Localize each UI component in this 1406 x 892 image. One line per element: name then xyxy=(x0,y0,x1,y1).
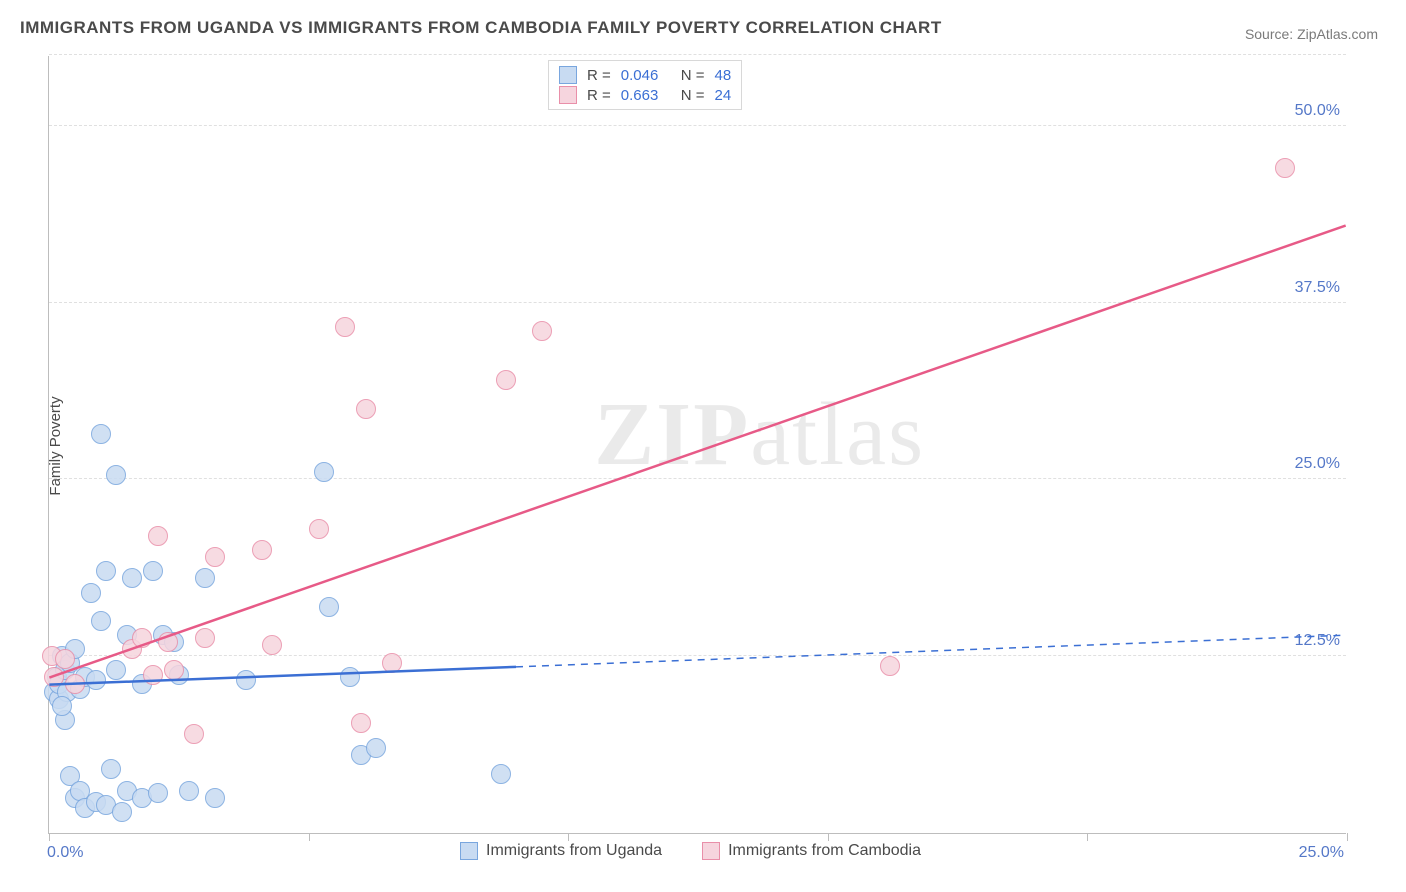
legend-item: Immigrants from Uganda xyxy=(460,842,662,860)
legend-label: Immigrants from Cambodia xyxy=(728,842,921,860)
data-point xyxy=(184,724,204,744)
data-point xyxy=(52,696,72,716)
legend-label: Immigrants from Uganda xyxy=(486,842,662,860)
x-tick xyxy=(1087,833,1088,841)
legend-item: Immigrants from Cambodia xyxy=(702,842,921,860)
data-point xyxy=(382,653,402,673)
scatter-plot-area: ZIPatlas R = 0.046 N = 48 R = 0.663 N = 24 12.5… xyxy=(48,56,1346,834)
legend-swatch xyxy=(460,842,478,860)
r-label: R = xyxy=(587,87,611,104)
n-value: 24 xyxy=(715,87,732,104)
data-point xyxy=(195,568,215,588)
x-tick-label: 25.0% xyxy=(1299,844,1344,862)
y-tick-label: 12.5% xyxy=(1295,632,1340,650)
gridline xyxy=(49,54,1346,55)
n-label: N = xyxy=(681,87,705,104)
data-point xyxy=(132,628,152,648)
n-label: N = xyxy=(681,67,705,84)
data-point xyxy=(252,540,272,560)
y-tick-label: 50.0% xyxy=(1295,102,1340,120)
data-point xyxy=(44,667,64,687)
series-legend: Immigrants from Uganda Immigrants from Ca… xyxy=(460,842,921,860)
gridline xyxy=(49,655,1346,656)
data-point xyxy=(309,519,329,539)
legend-swatch xyxy=(702,842,720,860)
data-point xyxy=(91,424,111,444)
gridline xyxy=(49,302,1346,303)
data-point xyxy=(96,561,116,581)
data-point xyxy=(366,738,386,758)
data-point xyxy=(496,370,516,390)
data-point xyxy=(143,561,163,581)
data-point xyxy=(335,317,355,337)
data-point xyxy=(148,526,168,546)
data-point xyxy=(195,628,215,648)
x-tick-label: 0.0% xyxy=(47,844,83,862)
n-value: 48 xyxy=(715,67,732,84)
trend-line xyxy=(49,226,1345,678)
data-point xyxy=(236,670,256,690)
gridline xyxy=(49,125,1346,126)
r-value: 0.046 xyxy=(621,67,671,84)
data-point xyxy=(86,670,106,690)
x-tick xyxy=(828,833,829,841)
data-point xyxy=(91,611,111,631)
data-point xyxy=(81,583,101,603)
data-point xyxy=(65,674,85,694)
legend-swatch xyxy=(559,86,577,104)
data-point xyxy=(55,649,75,669)
legend-row: R = 0.663 N = 24 xyxy=(559,85,731,105)
trend-lines-layer xyxy=(49,56,1346,833)
data-point xyxy=(314,462,334,482)
data-point xyxy=(179,781,199,801)
data-point xyxy=(106,465,126,485)
data-point xyxy=(319,597,339,617)
data-point xyxy=(106,660,126,680)
legend-row: R = 0.046 N = 48 xyxy=(559,65,731,85)
correlation-legend: R = 0.046 N = 48 R = 0.663 N = 24 xyxy=(548,60,742,110)
y-tick-label: 37.5% xyxy=(1295,279,1340,297)
chart-title: IMMIGRANTS FROM UGANDA VS IMMIGRANTS FRO… xyxy=(20,18,942,38)
watermark-text: ZIPatlas xyxy=(594,383,925,486)
trend-line-dashed xyxy=(516,635,1346,667)
data-point xyxy=(491,764,511,784)
data-point xyxy=(158,632,178,652)
legend-swatch xyxy=(559,66,577,84)
x-tick xyxy=(309,833,310,841)
x-tick xyxy=(568,833,569,841)
data-point xyxy=(1275,158,1295,178)
data-point xyxy=(340,667,360,687)
y-tick-label: 25.0% xyxy=(1295,455,1340,473)
data-point xyxy=(262,635,282,655)
data-point xyxy=(351,713,371,733)
data-point xyxy=(112,802,132,822)
data-point xyxy=(101,759,121,779)
gridline xyxy=(49,478,1346,479)
data-point xyxy=(164,660,184,680)
x-tick xyxy=(1347,833,1348,841)
data-point xyxy=(880,656,900,676)
data-point xyxy=(148,783,168,803)
source-attribution: Source: ZipAtlas.com xyxy=(1245,26,1378,42)
r-value: 0.663 xyxy=(621,87,671,104)
data-point xyxy=(532,321,552,341)
data-point xyxy=(356,399,376,419)
data-point xyxy=(122,568,142,588)
data-point xyxy=(143,665,163,685)
x-tick xyxy=(49,833,50,841)
data-point xyxy=(205,788,225,808)
r-label: R = xyxy=(587,67,611,84)
data-point xyxy=(205,547,225,567)
